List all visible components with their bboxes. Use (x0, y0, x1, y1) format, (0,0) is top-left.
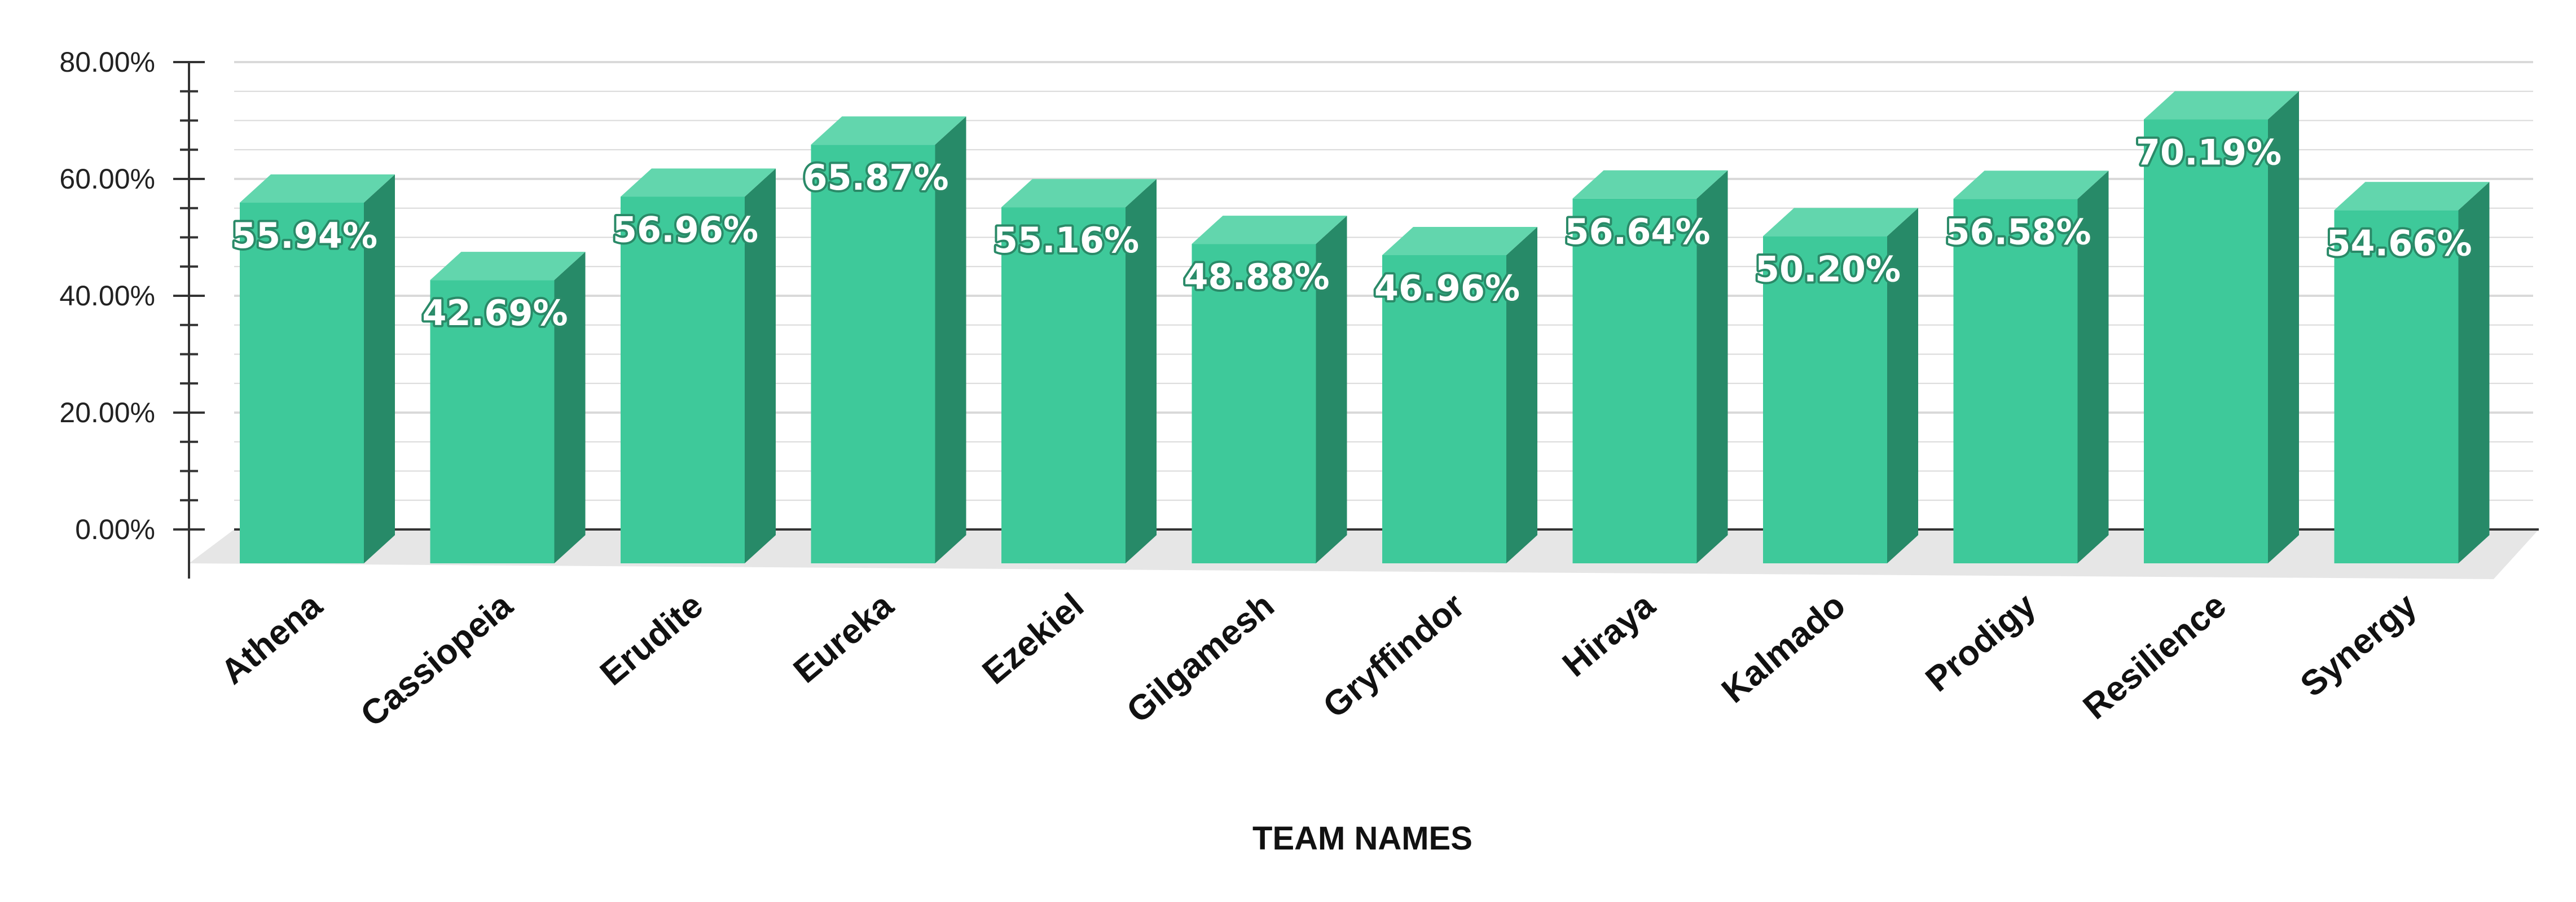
y-tick-label: 40.00% (59, 280, 155, 312)
x-tick-label: Ezekiel (975, 586, 1091, 692)
y-axis: 0.00% 20.00% 40.00% 60.00% 80.00% (59, 46, 205, 579)
bar-athena: 55.94% (230, 174, 395, 563)
bar-side (1696, 170, 1728, 563)
x-axis-title: TEAM NAMES (1252, 820, 1472, 857)
bar-erudite: 56.96% (610, 168, 776, 563)
bar-top (1382, 226, 1537, 255)
bar-top (1192, 216, 1347, 244)
x-tick-label: Eureka (786, 586, 901, 691)
bar-side (364, 174, 395, 563)
floor-plane (189, 529, 2539, 579)
bar-top (1001, 179, 1157, 208)
bar-gilgamesh: 48.88% (1181, 216, 1347, 563)
x-tick-label: Hiraya (1555, 586, 1663, 685)
bar-top (621, 168, 776, 197)
bar (1763, 236, 1887, 563)
bar (2144, 119, 2268, 563)
y-tick-label: 0.00% (75, 514, 155, 545)
data-label: 56.64% (1564, 211, 1710, 252)
bar-resilience: 70.19% (2134, 91, 2299, 563)
data-label: 42.69% (422, 292, 568, 334)
data-label: 54.66% (2326, 222, 2472, 264)
bar-eureka: 65.87% (801, 116, 966, 564)
bar (811, 145, 935, 564)
bar-gryffindor: 46.96% (1372, 226, 1537, 563)
x-tick-label: Gilgamesh (1119, 586, 1281, 731)
bar-side (2458, 182, 2490, 563)
bar-hiraya: 56.64% (1562, 170, 1728, 563)
data-label: 50.20% (1755, 248, 1901, 290)
bar-side (1887, 208, 1918, 563)
data-label: 56.58% (1945, 211, 2091, 252)
x-tick-label: Resilience (2076, 586, 2234, 727)
bar-side (1316, 216, 1347, 563)
bar-prodigy: 56.58% (1943, 170, 2109, 564)
bar-top (1953, 170, 2109, 199)
bar-cassiopeia: 42.69% (420, 252, 586, 563)
bar-top (811, 116, 966, 145)
data-label: 55.94% (232, 215, 377, 256)
x-tick-label: Athena (214, 586, 330, 692)
bar-side (554, 252, 586, 563)
bar-side (2268, 91, 2299, 563)
bar (1192, 244, 1316, 563)
bar-side (935, 116, 966, 564)
data-label: 46.96% (1374, 268, 1520, 309)
bar (430, 280, 555, 563)
x-tick-label: Kalmado (1715, 586, 1853, 711)
bar-side (745, 168, 776, 563)
y-tick-label: 20.00% (59, 397, 155, 428)
bar-side (1506, 226, 1537, 563)
bar-top (2334, 182, 2490, 211)
bar (1572, 198, 1697, 563)
bars: 55.94% 42.69% 56.96% 65.87% 55.16% 48.88% 46.9… (230, 91, 2490, 564)
bar-top (1763, 208, 1918, 237)
data-label: 56.96% (613, 209, 758, 250)
data-label: 55.16% (994, 220, 1139, 261)
bar-kalmado: 50.20% (1753, 208, 1918, 563)
bar-synergy: 54.66% (2324, 182, 2490, 563)
bar (2334, 210, 2459, 563)
y-tick-label: 60.00% (59, 163, 155, 195)
bar (1001, 207, 1126, 563)
bar-top (430, 252, 586, 281)
bar-top (2144, 91, 2299, 120)
x-tick-label: Cassiopeia (353, 586, 520, 735)
bar (1953, 199, 2078, 564)
x-tick-label: Synergy (2293, 586, 2424, 704)
bar-ezekiel: 55.16% (991, 179, 1157, 563)
data-label: 48.88% (1184, 256, 1329, 297)
bar (1382, 255, 1506, 563)
bar (621, 196, 745, 563)
bar-top (240, 174, 395, 203)
bar-side (1126, 179, 1157, 563)
bar-top (1572, 170, 1728, 199)
x-tick-label: Prodigy (1918, 586, 2043, 700)
bar (240, 203, 364, 563)
x-axis-labels: Athena Cassiopeia Erudite Eureka Ezekiel Gilg… (214, 586, 2424, 735)
x-tick-label: Erudite (593, 586, 710, 693)
data-label: 70.19% (2136, 132, 2282, 173)
y-tick-label: 80.00% (59, 46, 155, 78)
data-label: 65.87% (803, 157, 948, 198)
x-tick-label: Gryffindor (1316, 586, 1472, 726)
bar-side (2077, 170, 2109, 564)
